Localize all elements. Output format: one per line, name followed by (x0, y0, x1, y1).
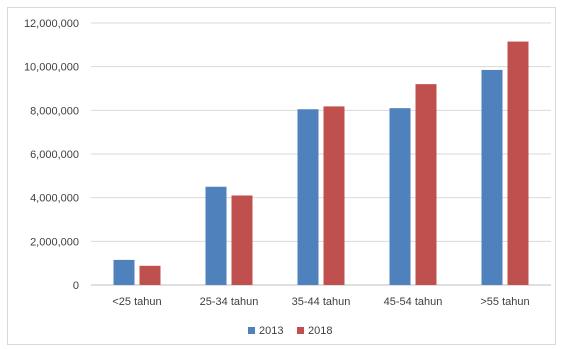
y-tick-label: 10,000,000 (24, 62, 79, 74)
legend: 2013 2018 (248, 325, 332, 337)
y-tick-label: 0 (73, 280, 79, 292)
bar-2018 (139, 265, 161, 285)
y-tick-label: 6,000,000 (30, 149, 79, 161)
bars (113, 41, 529, 286)
bar-2013 (297, 109, 319, 285)
x-axis: <25 tahun 25-34 tahun 35-44 tahun 45-54 tah… (112, 296, 529, 308)
y-axis-ticks: 0 2,000,000 4,000,000 6,000,000 8,000,000 10,… (24, 18, 79, 292)
bar-2013 (481, 69, 503, 285)
x-tick-label: 35-44 tahun (292, 296, 351, 308)
legend-label: 2013 (259, 325, 283, 337)
chart-frame (7, 7, 556, 345)
y-tick-label: 12,000,000 (24, 18, 79, 30)
y-tick-label: 2,000,000 (30, 236, 79, 248)
x-tick-label: <25 tahun (112, 296, 161, 308)
bar-2018 (415, 84, 437, 285)
x-tick-label: 45-54 tahun (384, 296, 443, 308)
bar-2013 (113, 259, 135, 285)
legend-swatch-2013 (248, 327, 255, 334)
x-tick-label: >55 tahun (480, 296, 529, 308)
bar-2018 (231, 195, 253, 285)
bar-2013 (389, 108, 411, 286)
y-tick-label: 8,000,000 (30, 105, 79, 117)
y-tick-label: 4,000,000 (30, 193, 79, 205)
gridlines (91, 22, 551, 286)
bar-2013 (205, 186, 227, 285)
bar-2018 (507, 41, 529, 285)
x-tick-label: 25-34 tahun (200, 296, 259, 308)
legend-label: 2018 (308, 325, 332, 337)
bar-2018 (323, 106, 345, 285)
legend-swatch-2018 (297, 327, 304, 334)
